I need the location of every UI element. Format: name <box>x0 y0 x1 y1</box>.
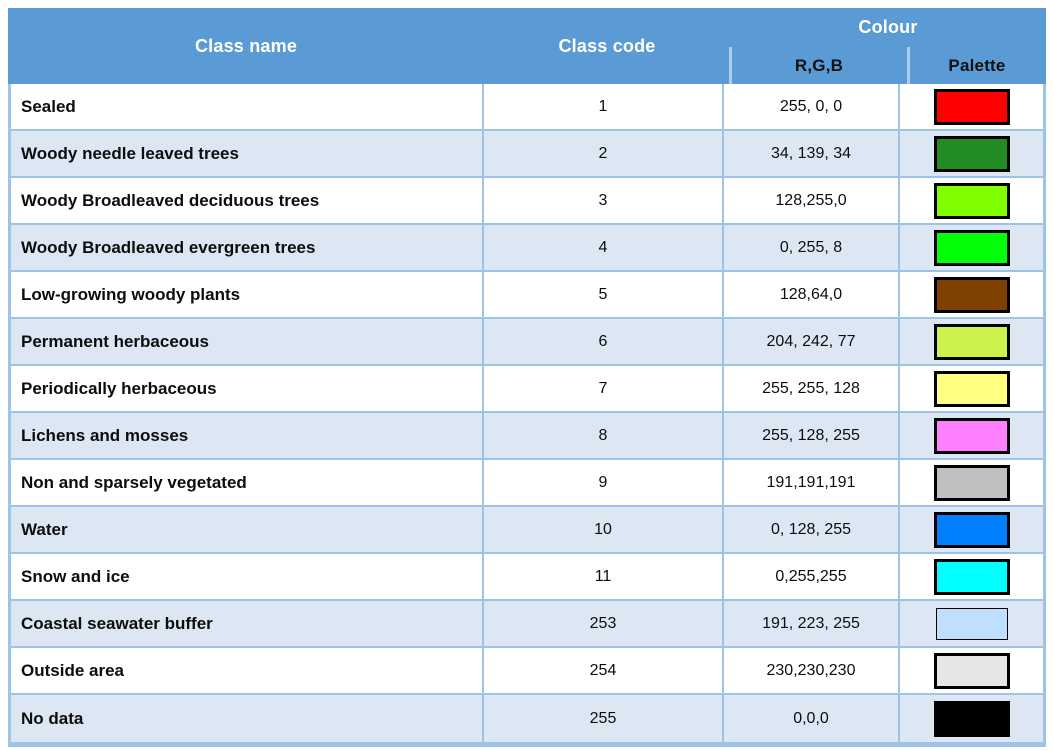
palette-swatch <box>933 88 1010 125</box>
rgb-cell: 0,255,255 <box>724 554 900 599</box>
class-code-cell: 11 <box>484 554 724 599</box>
header-divider <box>907 47 910 84</box>
palette-cell <box>900 554 1043 599</box>
table-row: Periodically herbaceous 7 255, 255, 128 <box>11 366 1043 413</box>
palette-swatch <box>933 370 1010 407</box>
palette-cell <box>900 601 1043 646</box>
palette-cell <box>900 413 1043 458</box>
palette-cell <box>900 319 1043 364</box>
table-row: Coastal seawater buffer 253 191, 223, 255 <box>11 601 1043 648</box>
class-name-cell: Water <box>11 507 484 552</box>
palette-swatch <box>933 182 1010 219</box>
rgb-cell: 255, 128, 255 <box>724 413 900 458</box>
palette-cell <box>900 648 1043 693</box>
palette-swatch <box>933 417 1010 454</box>
table-header: Class name Class code Colour R,G,B Palet… <box>8 8 1046 84</box>
palette-cell <box>900 84 1043 129</box>
palette-cell <box>900 225 1043 270</box>
rgb-cell: 191, 223, 255 <box>724 601 900 646</box>
table-row: Water 10 0, 128, 255 <box>11 507 1043 554</box>
header-class-name: Class name <box>194 35 298 56</box>
table-row: Non and sparsely vegetated 9 191,191,191 <box>11 460 1043 507</box>
table-row: Woody Broadleaved evergreen trees 4 0, 255… <box>11 225 1043 272</box>
rgb-cell: 255, 0, 0 <box>724 84 900 129</box>
class-name-cell: Outside area <box>11 648 484 693</box>
rgb-cell: 204, 242, 77 <box>724 319 900 364</box>
palette-swatch <box>933 511 1010 548</box>
class-name-cell: Woody Broadleaved evergreen trees <box>11 225 484 270</box>
class-name-cell: Low-growing woody plants <box>11 272 484 317</box>
palette-cell <box>900 695 1043 742</box>
table-row: Permanent herbaceous 6 204, 242, 77 <box>11 319 1043 366</box>
palette-swatch <box>933 652 1010 689</box>
class-code-cell: 3 <box>484 178 724 223</box>
header-palette: Palette <box>948 55 1006 75</box>
class-name-cell: Permanent herbaceous <box>11 319 484 364</box>
table-row: Outside area 254 230,230,230 <box>11 648 1043 695</box>
class-code-cell: 253 <box>484 601 724 646</box>
palette-cell <box>900 366 1043 411</box>
class-name-cell: Lichens and mosses <box>11 413 484 458</box>
header-colour: Colour <box>858 17 918 37</box>
class-code-cell: 6 <box>484 319 724 364</box>
rgb-cell: 128,64,0 <box>724 272 900 317</box>
class-code-cell: 8 <box>484 413 724 458</box>
palette-swatch <box>935 607 1008 640</box>
class-code-cell: 9 <box>484 460 724 505</box>
header-class-code: Class code <box>558 35 656 56</box>
palette-swatch <box>933 323 1010 360</box>
table-row: Lichens and mosses 8 255, 128, 255 <box>11 413 1043 460</box>
class-name-cell: No data <box>11 695 484 742</box>
palette-cell <box>900 460 1043 505</box>
rgb-cell: 0, 128, 255 <box>724 507 900 552</box>
table-row: No data 255 0,0,0 <box>11 695 1043 742</box>
class-name-cell: Woody Broadleaved deciduous trees <box>11 178 484 223</box>
header-divider <box>729 47 732 84</box>
palette-swatch <box>933 229 1010 266</box>
class-name-cell: Snow and ice <box>11 554 484 599</box>
class-name-cell: Non and sparsely vegetated <box>11 460 484 505</box>
class-code-cell: 10 <box>484 507 724 552</box>
table-row: Woody Broadleaved deciduous trees 3 128,25… <box>11 178 1043 225</box>
class-code-cell: 255 <box>484 695 724 742</box>
class-code-cell: 254 <box>484 648 724 693</box>
palette-swatch <box>933 464 1010 501</box>
class-name-cell: Coastal seawater buffer <box>11 601 484 646</box>
palette-cell <box>900 178 1043 223</box>
rgb-cell: 0,0,0 <box>724 695 900 742</box>
table-row: Sealed 1 255, 0, 0 <box>11 84 1043 131</box>
palette-cell <box>900 272 1043 317</box>
class-code-cell: 5 <box>484 272 724 317</box>
header-rgb: R,G,B <box>794 55 844 75</box>
rgb-cell: 34, 139, 34 <box>724 131 900 176</box>
class-code-cell: 7 <box>484 366 724 411</box>
palette-swatch <box>933 700 1010 737</box>
rgb-cell: 255, 255, 128 <box>724 366 900 411</box>
rgb-cell: 230,230,230 <box>724 648 900 693</box>
class-code-cell: 1 <box>484 84 724 129</box>
palette-swatch <box>933 558 1010 595</box>
class-name-cell: Sealed <box>11 84 484 129</box>
table-body: Sealed 1 255, 0, 0 Woody needle leaved tree… <box>8 84 1046 747</box>
rgb-cell: 128,255,0 <box>724 178 900 223</box>
palette-swatch <box>933 135 1010 172</box>
class-legend-table: Class name Class code Colour R,G,B Palet… <box>8 8 1046 747</box>
class-name-cell: Woody needle leaved trees <box>11 131 484 176</box>
class-code-cell: 2 <box>484 131 724 176</box>
class-name-cell: Periodically herbaceous <box>11 366 484 411</box>
palette-cell <box>900 131 1043 176</box>
rgb-cell: 0, 255, 8 <box>724 225 900 270</box>
palette-swatch <box>933 276 1010 313</box>
class-code-cell: 4 <box>484 225 724 270</box>
palette-cell <box>900 507 1043 552</box>
table-row: Low-growing woody plants 5 128,64,0 <box>11 272 1043 319</box>
table-row: Woody needle leaved trees 2 34, 139, 34 <box>11 131 1043 178</box>
rgb-cell: 191,191,191 <box>724 460 900 505</box>
table-row: Snow and ice 11 0,255,255 <box>11 554 1043 601</box>
